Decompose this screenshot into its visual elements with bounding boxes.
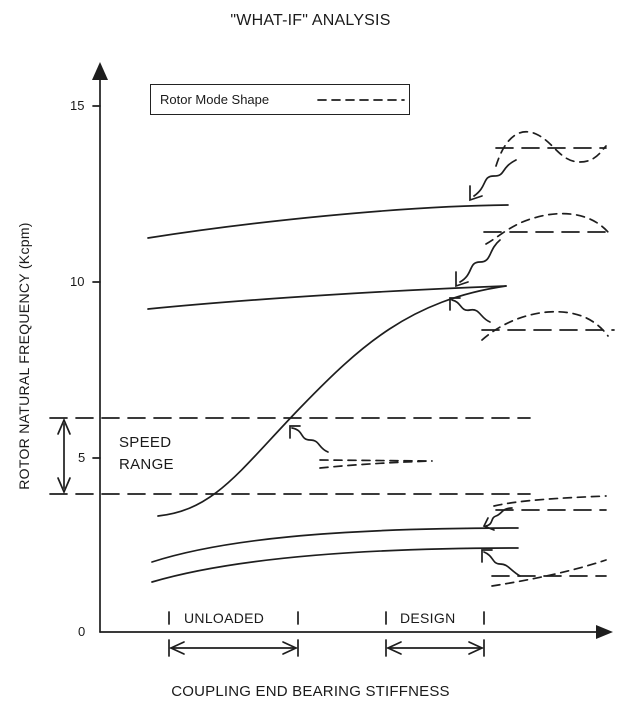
mode-shape-4-wave	[495, 130, 607, 167]
pointer-arrow-mid-head	[449, 297, 461, 311]
mode-curve-2	[151, 527, 519, 563]
mode-curve-rising	[157, 285, 507, 517]
mode-shape-3-wave	[485, 212, 609, 245]
mode-curve-4	[147, 204, 509, 239]
x-axis-label: COUPLING END BEARING STIFFNESS	[171, 683, 450, 700]
pointer-arrow-center	[291, 427, 329, 453]
unloaded-arrow-left-head	[168, 641, 185, 655]
speed-range-label-line1: SPEED	[119, 434, 172, 451]
pointer-arrow-mid	[451, 299, 491, 323]
design-label: DESIGN	[400, 610, 456, 626]
mode-curve-3	[147, 285, 507, 310]
mode-shape-low-b-wave	[491, 559, 607, 587]
pointer-arrow-upper-head	[455, 271, 469, 288]
speed-range-arrow-down	[57, 477, 71, 495]
mode-shape-center	[319, 459, 433, 469]
y-tick-label-5: 5	[78, 450, 86, 465]
y-tick-label-0: 0	[78, 624, 86, 639]
mode-shape-low-a-wave	[493, 495, 607, 507]
y-axis-arrow	[92, 62, 108, 80]
design-arrow-left-head	[385, 641, 402, 655]
diagram-title: "WHAT-IF" ANALYSIS	[230, 12, 391, 29]
speed-range-label-line2: RANGE	[119, 456, 174, 473]
unloaded-label: UNLOADED	[184, 610, 265, 626]
pointer-arrow-upper	[459, 239, 501, 283]
mode-shape-2-wave	[481, 310, 609, 341]
legend-label: Rotor Mode Shape	[160, 92, 270, 107]
x-axis-arrow	[596, 625, 613, 639]
pointer-arrow-top	[473, 159, 517, 197]
y-axis-label: ROTOR NATURAL FREQUENCY (Kcpm)	[16, 222, 32, 490]
pointer-arrow-low-lower-head	[481, 549, 493, 563]
design-arrow-right-head	[468, 641, 485, 655]
y-tick-label-15: 15	[70, 98, 85, 113]
pointer-arrow-center-head	[289, 425, 301, 439]
unloaded-arrow-right-head	[282, 641, 299, 655]
y-tick-label-10: 10	[70, 274, 85, 289]
speed-range-arrow-up	[57, 417, 71, 435]
pointer-arrow-top-head	[469, 185, 483, 202]
mode-curve-1	[151, 547, 519, 583]
legend-box	[150, 84, 410, 115]
pointer-arrow-low-lower	[483, 551, 521, 577]
pointer-arrow-low-upper-head	[482, 517, 495, 531]
